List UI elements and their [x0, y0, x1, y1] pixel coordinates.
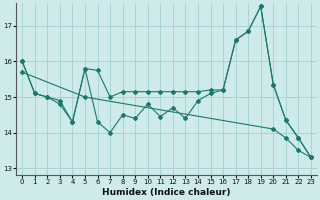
X-axis label: Humidex (Indice chaleur): Humidex (Indice chaleur): [102, 188, 231, 197]
